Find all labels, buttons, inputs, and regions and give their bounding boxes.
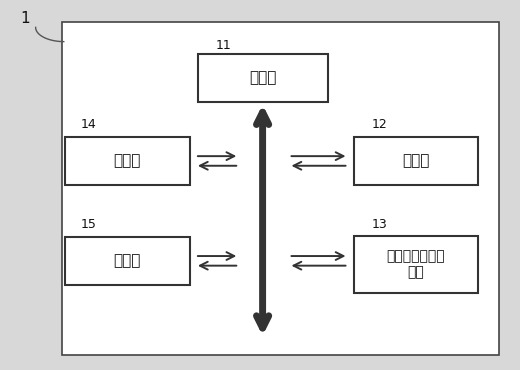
Text: 14: 14 — [81, 118, 96, 131]
Text: 15: 15 — [81, 218, 97, 231]
Text: 制御部: 制御部 — [249, 70, 276, 85]
FancyBboxPatch shape — [354, 137, 478, 185]
Text: インターフェー
ス部: インターフェー ス部 — [387, 249, 445, 280]
FancyBboxPatch shape — [354, 236, 478, 293]
FancyBboxPatch shape — [65, 237, 190, 285]
Text: 11: 11 — [216, 39, 231, 52]
Text: 記憶部: 記憶部 — [402, 154, 430, 168]
Text: 表示部: 表示部 — [114, 154, 141, 168]
Text: 13: 13 — [372, 218, 387, 231]
FancyBboxPatch shape — [65, 137, 190, 185]
Text: 1: 1 — [21, 11, 31, 26]
Text: 操作部: 操作部 — [114, 253, 141, 268]
FancyBboxPatch shape — [62, 22, 499, 355]
FancyBboxPatch shape — [198, 54, 328, 102]
Text: 12: 12 — [372, 118, 387, 131]
